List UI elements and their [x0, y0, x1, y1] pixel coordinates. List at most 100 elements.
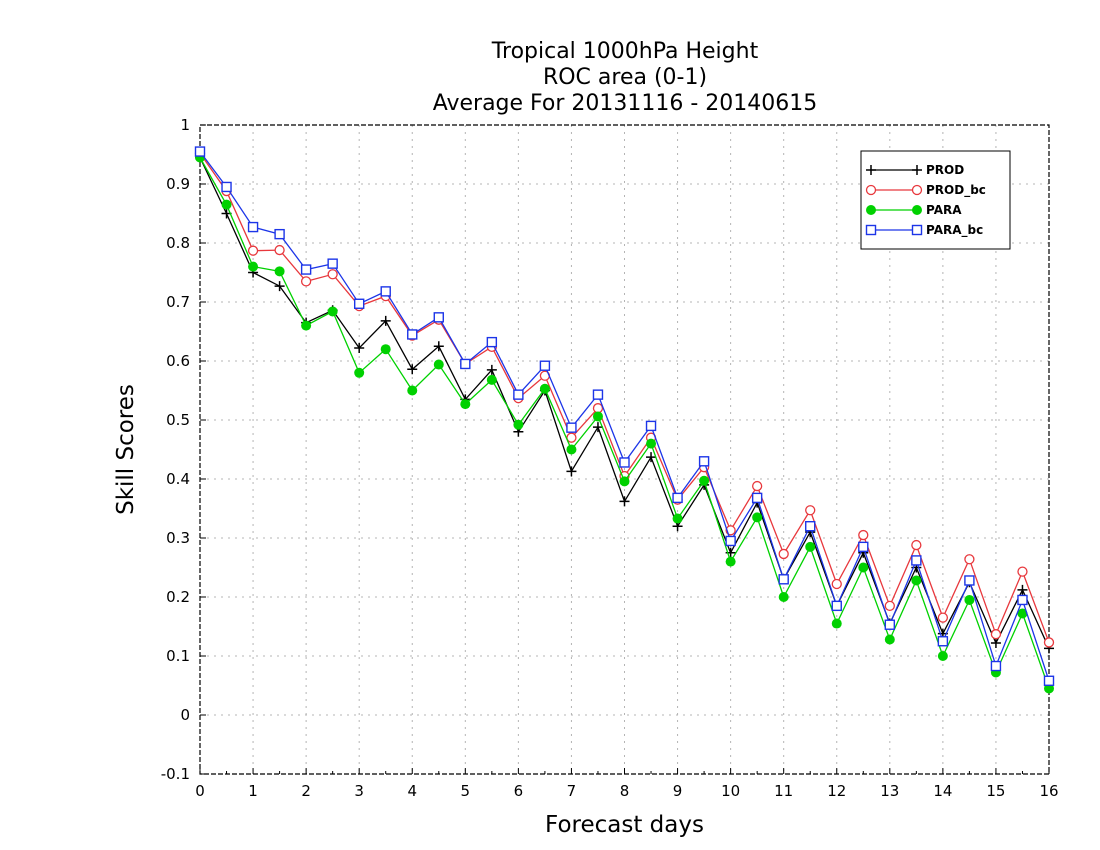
data-point	[566, 466, 577, 477]
data-point	[592, 403, 604, 414]
data-point	[858, 562, 869, 573]
y-tick-label: 0.8	[166, 234, 190, 252]
data-point	[539, 360, 551, 371]
data-point	[752, 512, 763, 523]
data-point	[592, 411, 603, 422]
series-lines	[194, 146, 1055, 694]
data-point	[274, 266, 285, 277]
x-tick-label: 3	[354, 782, 364, 800]
data-point	[725, 535, 736, 547]
data-point	[1017, 594, 1028, 606]
legend-marker	[866, 205, 876, 215]
x-tick-label: 8	[620, 782, 630, 800]
data-point	[592, 422, 603, 433]
data-point	[380, 286, 391, 297]
x-tick-label: 16	[1039, 782, 1058, 800]
data-point	[672, 492, 683, 504]
legend-marker	[911, 184, 923, 196]
title-line: ROC area (0-1)	[543, 65, 707, 90]
data-point	[1017, 584, 1028, 595]
x-tick-label: 6	[514, 782, 524, 800]
data-point	[645, 420, 657, 432]
data-point	[274, 228, 285, 240]
series-prod-bc	[194, 148, 1055, 648]
data-point	[407, 364, 418, 375]
legend-marker	[911, 224, 923, 236]
data-point	[221, 181, 232, 193]
x-tick-label: 11	[774, 782, 793, 800]
x-tick-label: 5	[461, 782, 471, 800]
x-axis-ticks: 0 1 2 3 4 5 6 7 8 9 10 11 12 13 14 15 16	[195, 768, 1059, 800]
legend-label: PROD_bc	[926, 183, 986, 198]
data-point	[353, 298, 365, 309]
data-point	[221, 199, 232, 210]
data-point	[884, 600, 895, 611]
data-point	[911, 575, 922, 586]
data-point	[566, 444, 577, 455]
data-point	[1043, 675, 1055, 686]
data-point	[274, 281, 285, 292]
data-point	[274, 244, 285, 256]
legend-item: PROD_bc	[865, 183, 986, 198]
data-point	[354, 343, 365, 354]
legend-box	[860, 150, 1011, 250]
legend-label: PARA	[926, 203, 962, 217]
data-point	[460, 358, 471, 370]
data-point	[805, 541, 816, 552]
data-point	[751, 492, 763, 504]
title-line: Average For 20131116 - 20140615	[433, 91, 818, 116]
data-point	[433, 312, 444, 323]
x-tick-label: 13	[880, 782, 899, 800]
x-tick-label: 12	[827, 782, 846, 800]
data-point	[990, 629, 1002, 640]
data-point	[964, 554, 975, 565]
data-point	[778, 548, 789, 560]
y-axis-label: Skill Scores	[113, 384, 139, 515]
data-point	[831, 618, 842, 629]
data-point	[805, 521, 816, 532]
data-point	[354, 367, 365, 378]
data-point	[486, 374, 497, 385]
y-tick-label: 1	[180, 116, 190, 134]
data-point	[407, 329, 418, 340]
data-point	[884, 634, 895, 645]
y-tick-label: 0.7	[166, 293, 190, 311]
data-point	[646, 452, 657, 463]
data-point	[937, 612, 949, 623]
data-point	[433, 359, 444, 370]
y-axis-ticks: -0.1 0 0.1 0.2 0.3 0.4 0.5 0.6 0.7 0.8 0.9 1	[161, 116, 206, 783]
data-point	[858, 541, 869, 553]
legend-label: PARA_bc	[926, 223, 983, 238]
legend-marker	[866, 165, 876, 175]
data-point	[964, 594, 975, 605]
data-point	[380, 315, 391, 326]
data-point	[1017, 608, 1028, 619]
x-tick-label: 9	[673, 782, 683, 800]
data-point	[327, 306, 338, 317]
data-point	[831, 600, 842, 612]
data-point	[301, 320, 312, 331]
y-tick-label: 0.9	[166, 175, 190, 193]
data-point	[513, 389, 524, 400]
legend: PROD PROD_bc PARA PARA_bc	[860, 150, 1011, 250]
data-point	[486, 364, 497, 375]
legend-item: PROD	[866, 163, 964, 177]
data-point	[592, 389, 604, 400]
data-point	[300, 264, 312, 275]
x-tick-label: 15	[986, 782, 1005, 800]
data-point	[407, 385, 418, 396]
data-point	[752, 480, 763, 492]
data-point	[699, 475, 710, 486]
data-point	[248, 261, 259, 272]
data-point	[937, 651, 948, 661]
data-point	[380, 344, 391, 355]
legend-label: PROD	[926, 163, 964, 177]
data-point	[911, 539, 922, 551]
data-point	[433, 341, 444, 352]
data-point	[300, 276, 312, 287]
data-point	[990, 660, 1002, 672]
x-tick-label: 14	[933, 782, 952, 800]
data-point	[513, 419, 524, 430]
